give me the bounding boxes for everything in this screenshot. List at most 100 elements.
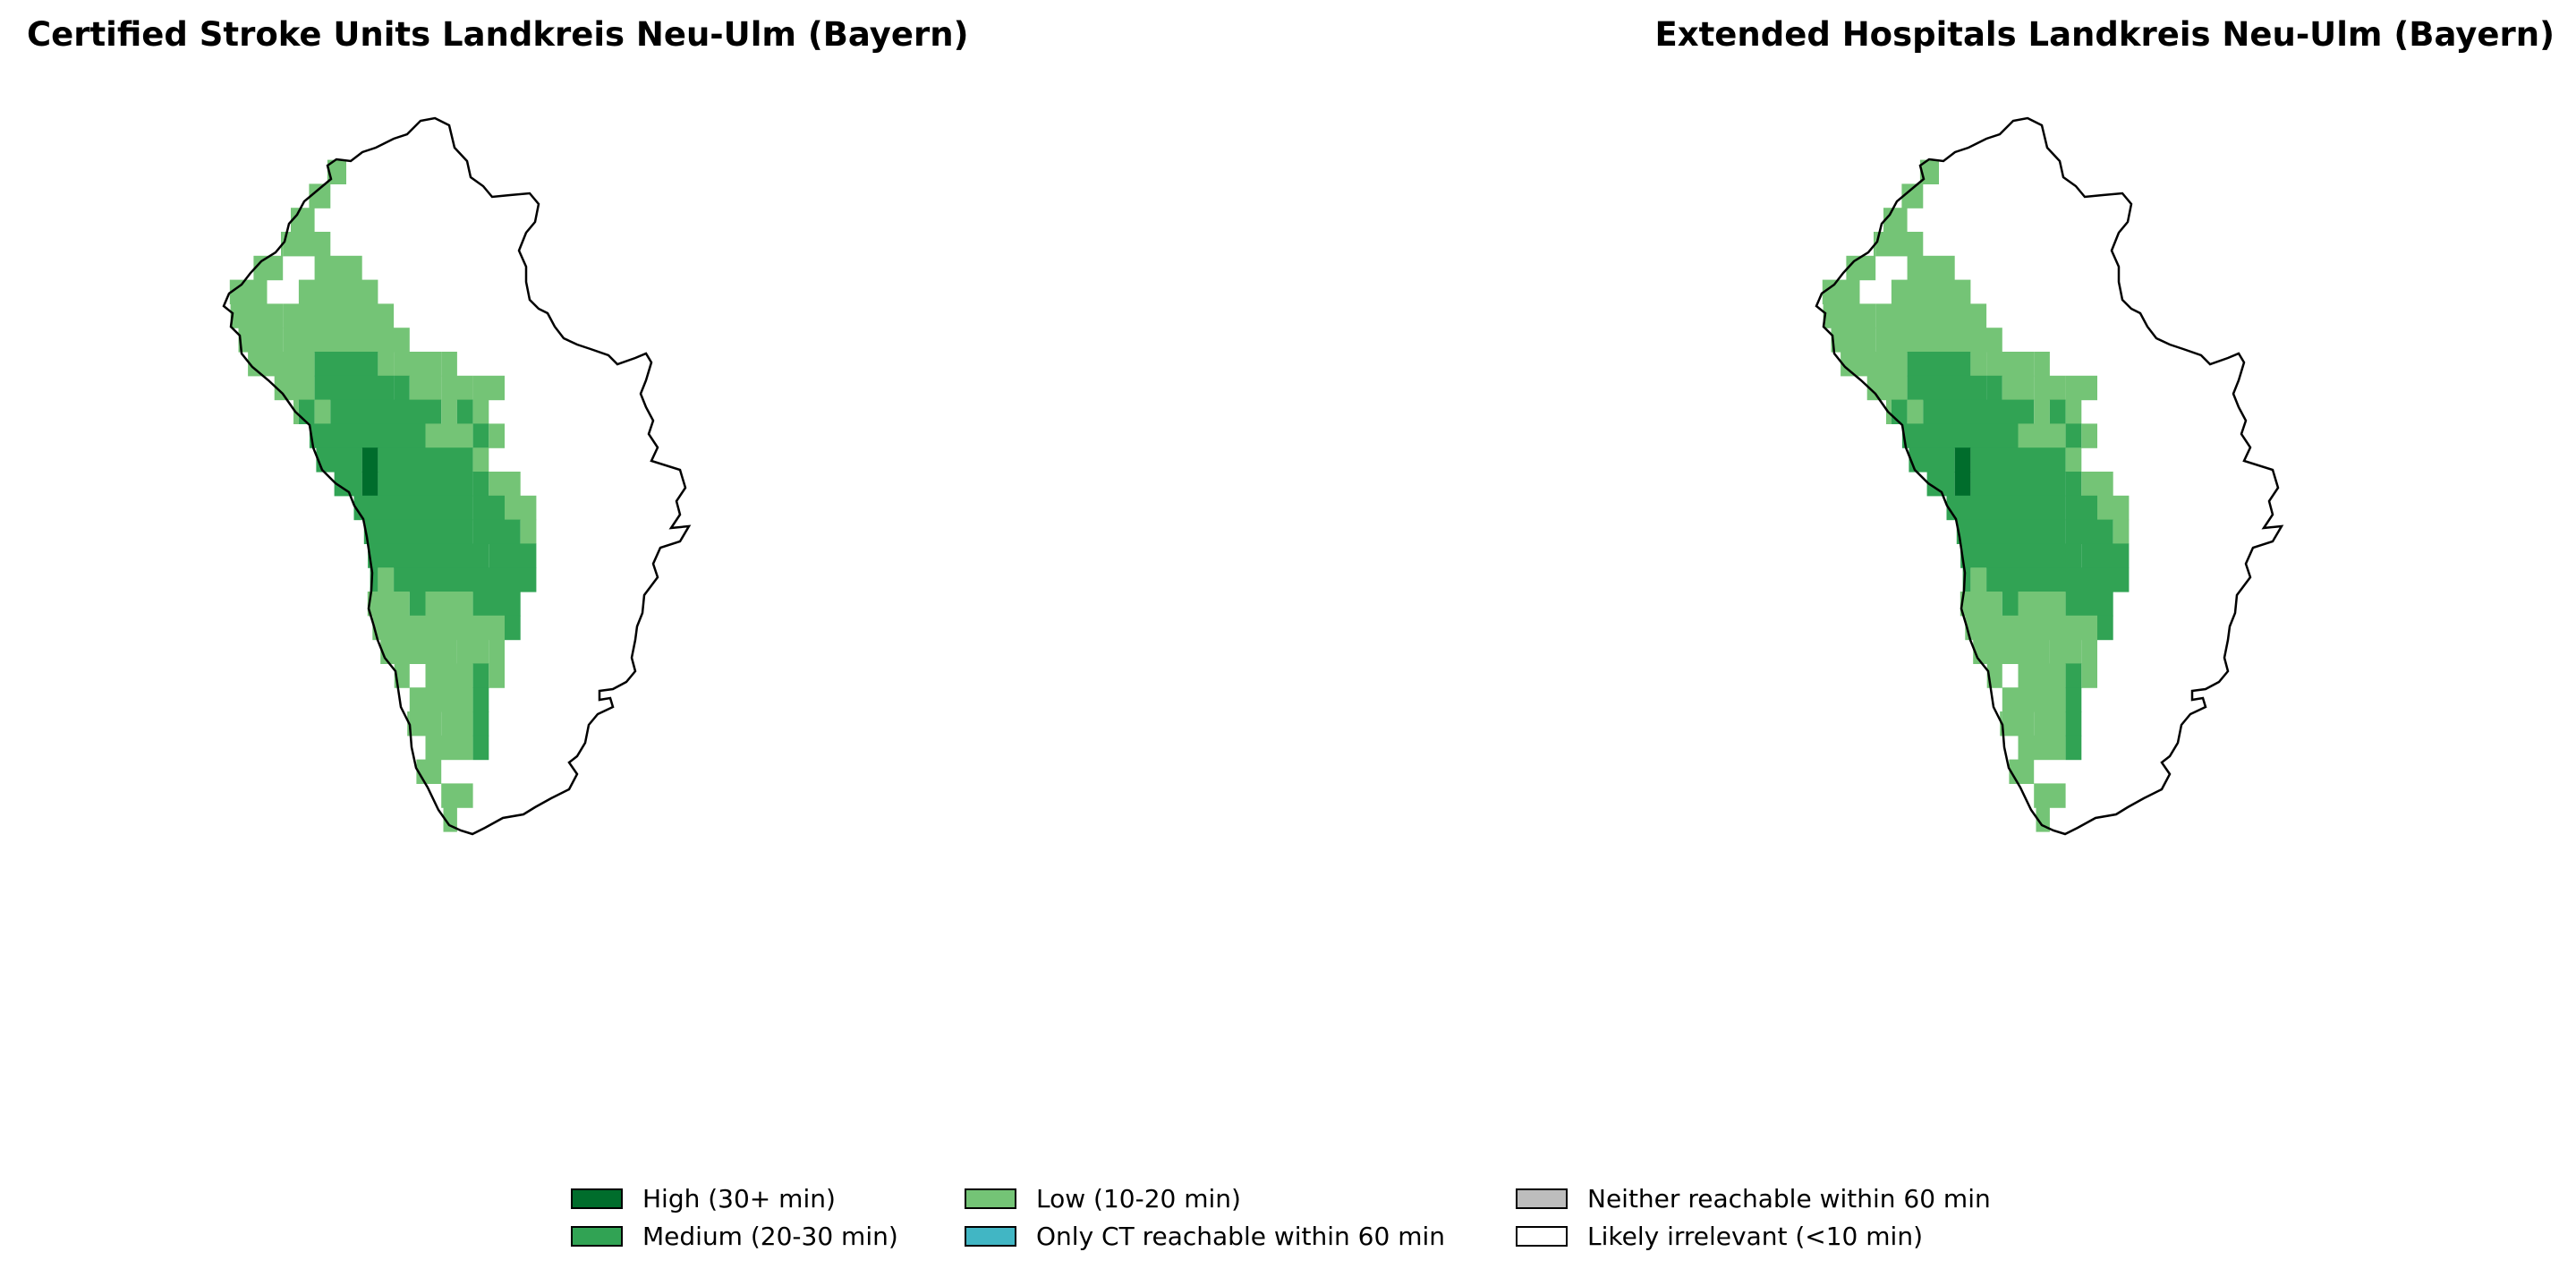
grid-cell-low	[2034, 352, 2050, 377]
grid-cell-low	[441, 399, 457, 424]
grid-cell-medium	[409, 592, 426, 617]
grid-cell-low	[1907, 255, 1955, 281]
grid-cell-medium	[363, 519, 473, 544]
grid-cell-medium	[1909, 447, 1955, 473]
grid-cell-low	[489, 663, 505, 688]
grid-cell-medium	[456, 399, 473, 424]
grid-cell-medium	[2081, 543, 2130, 568]
grid-cell-low	[2018, 663, 2066, 688]
grid-cell-medium	[394, 375, 410, 401]
grid-cell-low	[425, 592, 473, 617]
left-map-title: Certified Stroke Units Landkreis Neu-Ulm…	[27, 15, 969, 54]
grid-cell-low	[2009, 759, 2019, 784]
legend-item-medium: Medium (20-30 min)	[571, 1217, 965, 1255]
grid-cell-medium	[330, 399, 346, 424]
grid-cell-low	[2081, 663, 2097, 688]
grid-cell-low	[1883, 208, 1908, 233]
grid-cell-medium	[1986, 567, 2019, 592]
grid-cell-low	[229, 279, 268, 304]
grid-cell-low	[1846, 255, 1876, 281]
legend-label: High (30+ min)	[642, 1183, 836, 1214]
legend-swatch	[1516, 1225, 1568, 1247]
grid-cell-medium	[2065, 423, 2082, 448]
grid-cell-low	[314, 255, 362, 281]
grid-cell-low	[1907, 399, 1924, 424]
grid-cell-medium	[472, 495, 505, 521]
legend-item-irrelevant: Likely irrelevant (<10 min)	[1516, 1217, 2017, 1255]
grid-cell-low	[253, 255, 284, 281]
grid-cell-medium	[2097, 615, 2113, 641]
grid-cell-low	[1822, 279, 1860, 304]
grid-cell-low	[409, 375, 442, 401]
grid-cell-medium	[1901, 423, 2019, 448]
grid-cell-medium	[314, 352, 378, 377]
grid-cell-high	[361, 472, 378, 497]
grid-cell-medium	[2065, 472, 2082, 497]
grid-cell-medium	[472, 687, 489, 712]
grid-cell-medium	[394, 567, 426, 592]
legend-swatch	[1516, 1188, 1568, 1209]
grid-cell-low	[378, 352, 395, 377]
grid-cell-low	[2049, 639, 2082, 664]
grid-cell-medium	[378, 472, 473, 497]
legend-label: Medium (20-30 min)	[642, 1221, 898, 1251]
grid-cell-low	[520, 519, 537, 544]
right-map-panel	[1655, 98, 2576, 1047]
grid-cell-low	[409, 711, 442, 737]
grid-cell-low	[2018, 592, 2066, 617]
grid-cell-low	[238, 328, 284, 353]
grid-cell-low	[2113, 519, 2130, 544]
grid-cell-low	[2065, 375, 2097, 401]
grid-cell-medium	[1939, 399, 2035, 424]
grid-cell-medium	[472, 711, 489, 737]
grid-cell-low	[489, 423, 505, 448]
grid-cell-medium	[1986, 375, 2002, 401]
grid-cell-medium	[1970, 472, 2066, 497]
grid-cell-medium	[370, 567, 378, 592]
grid-cell-medium	[2065, 687, 2082, 712]
grid-cell-medium	[1891, 399, 1908, 424]
grid-cell-low	[1891, 279, 1971, 304]
grid-cell-low	[1823, 303, 1876, 328]
grid-cell-low	[1960, 592, 2002, 617]
grid-cell-medium	[2018, 567, 2130, 592]
grid-cell-low	[1866, 375, 1908, 401]
grid-cell-low	[443, 807, 457, 832]
grid-cell-medium	[2065, 592, 2113, 617]
grid-cell-low	[2018, 735, 2066, 761]
legend-item-neither: Neither reachable within 60 min	[1516, 1180, 2017, 1217]
grid-cell-low	[2034, 711, 2066, 737]
legend-swatch	[571, 1188, 623, 1209]
grid-cell-medium	[472, 472, 489, 497]
grid-cell-medium	[1907, 352, 1971, 377]
grid-cell-low	[425, 663, 473, 688]
grid-cell-medium	[472, 663, 489, 688]
grid-cell-low	[2065, 399, 2082, 424]
grid-cell-low	[505, 495, 537, 521]
grid-cell-low	[283, 328, 410, 353]
grid-cell-low	[2018, 759, 2035, 784]
grid-cell-low	[1970, 352, 1987, 377]
grid-cell-low	[441, 352, 457, 377]
grid-cell-low	[2081, 639, 2097, 664]
grid-cell-low	[1965, 615, 2097, 641]
grid-cell-low	[1901, 183, 1924, 209]
grid-cell-medium	[2049, 399, 2066, 424]
left-map-panel	[63, 98, 1118, 1047]
grid-cell-low	[1875, 328, 2002, 353]
legend-item-ct: Only CT reachable within 60 min	[965, 1217, 1516, 1255]
grid-cell-medium	[1907, 375, 1987, 401]
grid-cell-low	[425, 423, 473, 448]
grid-cell-low	[1875, 232, 1924, 257]
grid-cell-medium	[2065, 495, 2097, 521]
grid-cell-low	[441, 711, 473, 737]
grid-cell-low	[472, 375, 505, 401]
grid-cell-low	[283, 303, 395, 328]
grid-cell-low	[1970, 567, 1987, 592]
grid-cell-medium	[378, 447, 473, 473]
grid-cell-low	[378, 567, 395, 592]
grid-cell-low	[283, 232, 331, 257]
grid-cell-medium	[1946, 495, 2066, 521]
time-gain-grid	[229, 159, 537, 832]
grid-cell-medium	[489, 543, 537, 568]
